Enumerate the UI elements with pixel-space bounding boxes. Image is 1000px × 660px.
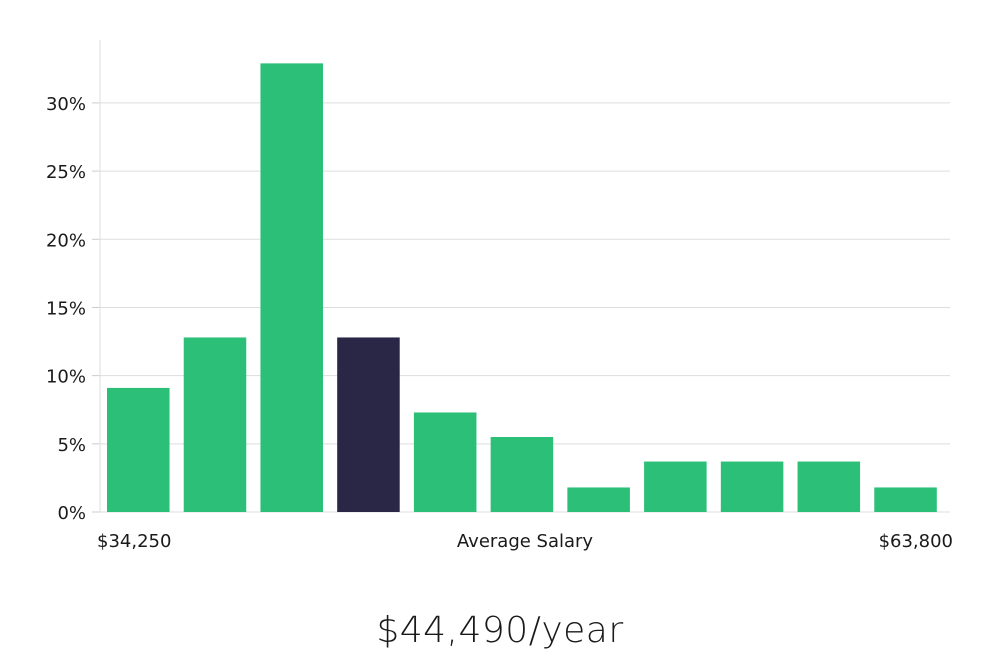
y-tick-label: 15%: [46, 298, 86, 319]
bar: [720, 461, 784, 512]
bar: [490, 437, 554, 512]
y-tick-label: 0%: [57, 503, 86, 524]
bar-highlighted: [337, 337, 400, 512]
x-min-label: $34,250: [97, 531, 171, 552]
bar: [183, 337, 247, 512]
y-tick-label: 30%: [46, 94, 86, 115]
bar: [107, 387, 170, 512]
x-max-label: $63,800: [879, 531, 953, 552]
y-tick-labels: 0% 5% 10% 15% 20% 25% 30%: [46, 94, 86, 524]
bar: [260, 63, 323, 512]
x-labels: $34,250 Average Salary $63,800: [97, 531, 953, 552]
y-tick-label: 20%: [46, 230, 86, 251]
bar: [644, 461, 707, 512]
y-tick-label: 25%: [46, 162, 86, 183]
bar: [797, 461, 861, 512]
x-axis-title: Average Salary: [457, 531, 594, 552]
bar: [567, 487, 630, 512]
bar: [874, 487, 937, 512]
y-tick-label: 10%: [46, 367, 86, 388]
bar: [413, 412, 477, 512]
bars: [107, 63, 937, 512]
y-tick-label: 5%: [57, 435, 86, 456]
average-salary-value: $44,490/year: [376, 610, 624, 651]
salary-histogram: 0% 5% 10% 15% 20% 25% 30% $34,250 Average Sala…: [46, 40, 953, 552]
